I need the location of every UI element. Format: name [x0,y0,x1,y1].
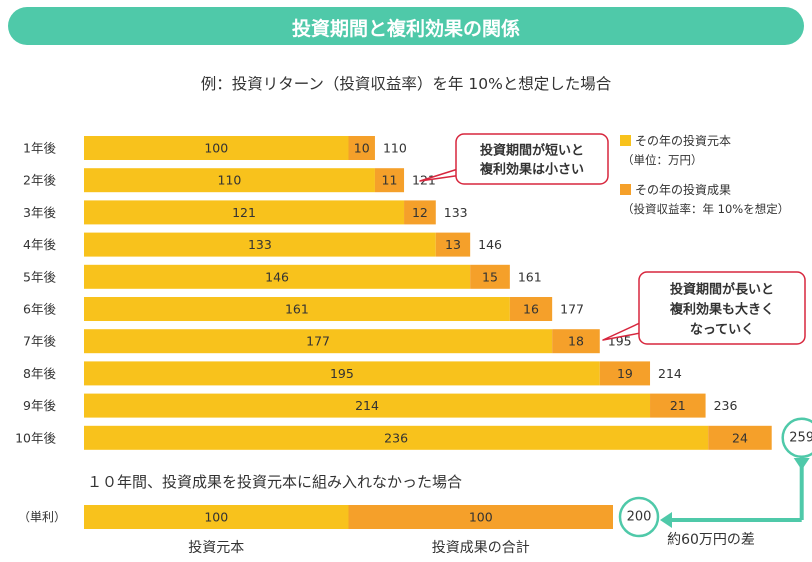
category-label: 6年後 [23,302,56,317]
category-label: 3年後 [23,205,56,220]
data-label-gain: 13 [445,237,461,252]
bar-gain [708,425,772,450]
data-label-total: 177 [560,302,584,317]
data-label-gain: 10 [354,141,370,156]
data-label-gain: 16 [523,302,539,317]
callout-text: 投資期間が短いと [480,143,584,159]
callout-pointer-mask [640,321,648,333]
legend-sublabel: （単位：万円） [622,153,703,167]
category-label: 10年後 [15,430,56,445]
bar-principal [84,264,471,289]
data-label-principal: 177 [306,334,330,349]
callout-box [455,133,609,185]
category-label: 2年後 [23,173,56,188]
callout-pointer-mask [457,166,465,176]
callout-text: 複利効果は小さい [479,162,584,178]
data-label-total: 259 [789,430,812,445]
bar-gain [509,297,553,321]
category-label: 5年後 [23,269,56,284]
comparison-caption: 投資成果の合計 [432,540,530,556]
data-label-principal: 100 [204,510,228,525]
data-label-principal: 161 [285,302,309,317]
chart-title: 投資期間と複利効果の関係 [291,18,520,40]
bar-principal [84,200,405,225]
bar-principal [84,505,349,529]
title-bar: 投資期間と複利効果の関係 [8,7,804,45]
bar-gain [470,264,510,289]
data-label-total: 214 [658,366,682,381]
callout-box [638,271,806,345]
legend-swatch [620,135,631,146]
legend-label: その年の投資元本 [635,133,731,148]
data-label-principal: 214 [355,398,379,413]
data-label-principal: 100 [204,141,228,156]
data-label-gain: 18 [568,334,584,349]
bar-principal [84,232,436,257]
bar-gain [599,361,651,386]
data-label-principal: 146 [265,269,289,284]
arrow-head [793,458,810,470]
data-label-total: 236 [714,398,738,413]
bar-gain [552,329,600,354]
legend-label: その年の投資成果 [635,182,731,197]
difference-label: 約60万円の差 [667,532,755,548]
legend-swatch [620,184,631,195]
data-label-gain: 15 [482,269,498,284]
bar-gain [650,393,706,418]
data-label-principal: 121 [232,205,256,220]
callout-text: 複利効果も大きく [669,302,774,318]
data-label-gain: 19 [617,366,633,381]
callout-text: 投資期間が長いと [670,282,774,298]
data-label-total: 161 [518,269,542,284]
bar-gain [348,505,613,529]
data-label-gain: 21 [670,398,686,413]
category-label: 8年後 [23,366,56,381]
data-label-gain: 12 [412,205,428,220]
bar-principal [84,393,651,418]
bar-gain [435,232,471,257]
total-circle [618,496,660,538]
category-label: 4年後 [23,237,56,252]
bar-gain [374,168,405,193]
comparison-heading: １０年間、投資成果を投資元本に組み入れなかった場合 [87,473,462,491]
bar-principal [84,297,510,321]
bar-principal [84,168,375,193]
data-label-principal: 133 [248,237,272,252]
data-label-total: 133 [444,205,468,220]
data-label-gain: 100 [469,510,493,525]
bar-principal [84,361,600,386]
comparison-category-label: （単利） [18,510,66,524]
bar-gain [348,136,375,160]
chart-subtitle: 例：投資リターン（投資収益率）を年 10%と想定した場合 [200,75,612,93]
data-label-total: 146 [478,237,502,252]
category-label: 1年後 [23,141,56,156]
bar-principal [84,136,349,160]
data-label-gain: 11 [382,173,398,188]
data-label-principal: 236 [384,430,408,445]
legend-sublabel: （投資収益率：年 10%を想定） [622,202,789,216]
bar-principal [84,329,553,354]
arrow-head [660,512,672,528]
category-label: 7年後 [23,334,56,349]
data-label-total: 110 [383,141,407,156]
comparison-caption: 投資元本 [188,540,244,556]
bar-principal [84,425,709,450]
callout-text: なっていく [690,323,754,338]
data-label-gain: 24 [732,430,748,445]
data-label-principal: 110 [218,173,242,188]
category-label: 9年後 [23,398,56,413]
bar-gain [404,200,436,225]
data-label-principal: 195 [330,366,354,381]
data-label-total: 200 [627,510,652,525]
